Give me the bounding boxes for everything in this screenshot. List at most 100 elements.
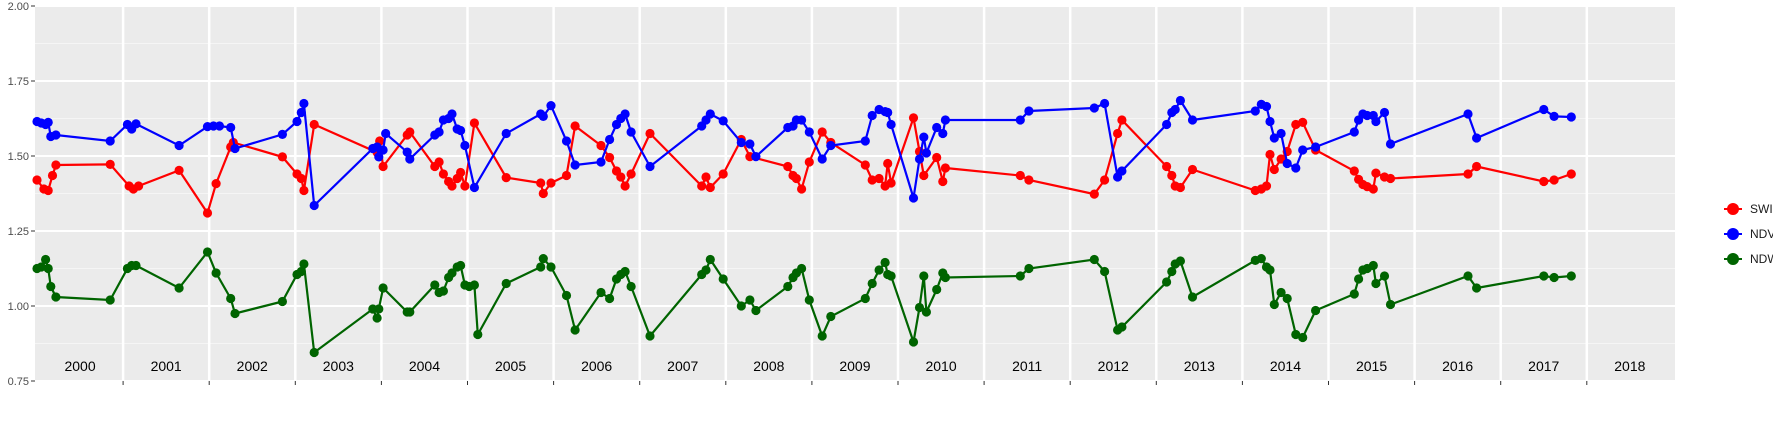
- data-point-swir: [697, 181, 707, 191]
- data-point-swir: [134, 181, 144, 191]
- data-point-ndwi: [1162, 277, 1172, 287]
- data-point-ndvi: [1371, 116, 1381, 127]
- data-point-ndwi: [473, 329, 483, 340]
- legend-item-swir: SWIR: [1722, 196, 1773, 221]
- data-point-swir: [1015, 170, 1025, 181]
- data-point-ndvi: [940, 115, 951, 125]
- data-point-swir: [1162, 161, 1172, 172]
- data-point-ndwi: [596, 287, 606, 298]
- data-point-swir: [1385, 173, 1396, 184]
- data-point-swir: [718, 169, 728, 179]
- data-point-ndwi: [309, 347, 319, 358]
- data-point-ndvi: [226, 122, 236, 133]
- data-point-ndvi: [797, 115, 807, 125]
- data-point-ndwi: [1463, 271, 1473, 281]
- data-point-swir: [405, 127, 415, 137]
- data-point-swir: [434, 157, 444, 167]
- data-point-ndwi: [378, 283, 388, 293]
- data-point-ndwi: [1349, 289, 1359, 299]
- data-point-ndwi: [1187, 292, 1198, 302]
- y-tick-label: 1.25: [8, 226, 29, 238]
- data-point-ndwi: [1354, 274, 1364, 284]
- data-point-ndvi: [626, 127, 636, 137]
- data-point-ndvi: [299, 98, 309, 109]
- data-point-ndwi: [826, 311, 836, 322]
- data-point-ndwi: [940, 272, 951, 283]
- data-point-ndwi: [1385, 299, 1396, 310]
- data-point-ndwi: [783, 281, 793, 292]
- year-label: 2000: [64, 358, 95, 374]
- data-point-swir: [51, 160, 61, 170]
- data-point-ndvi: [561, 136, 572, 146]
- data-point-ndwi: [1566, 271, 1576, 281]
- data-point-ndwi: [626, 281, 636, 292]
- data-point-swir: [1269, 164, 1279, 175]
- legend: SWIR NDVI NDWI: [1722, 196, 1773, 271]
- legend-key-ndwi: [1722, 248, 1744, 270]
- data-point-ndwi: [299, 259, 309, 269]
- data-point-ndvi: [1170, 104, 1180, 115]
- data-point-ndwi: [751, 305, 761, 316]
- data-point-swir: [1167, 170, 1177, 181]
- data-point-ndvi: [1276, 128, 1286, 139]
- data-point-swir: [570, 121, 580, 131]
- data-point-ndwi: [1167, 266, 1177, 277]
- data-point-ndvi: [1298, 145, 1308, 155]
- data-point-ndvi: [1311, 142, 1321, 152]
- data-point-ndvi: [1539, 104, 1549, 115]
- data-point-ndwi: [1117, 322, 1127, 332]
- data-point-swir: [1265, 149, 1275, 160]
- data-point-ndwi: [1379, 271, 1390, 281]
- data-point-ndwi: [804, 295, 814, 305]
- data-point-swir: [705, 182, 715, 193]
- data-point-swir: [938, 176, 948, 187]
- data-point-swir: [1117, 115, 1127, 125]
- data-point-ndwi: [1175, 256, 1185, 266]
- data-point-ndwi: [736, 301, 746, 311]
- data-point-swir: [32, 175, 42, 185]
- data-point-ndwi: [226, 293, 236, 304]
- data-point-ndwi: [718, 274, 728, 284]
- legend-label-ndwi: NDWI: [1750, 251, 1773, 266]
- data-point-ndvi: [277, 129, 287, 139]
- year-label: 2017: [1528, 358, 1559, 374]
- data-point-ndvi: [1385, 139, 1396, 149]
- data-point-ndwi: [447, 268, 457, 278]
- year-label: 2003: [323, 358, 354, 374]
- data-point-swir: [1463, 169, 1473, 179]
- data-point-ndwi: [546, 262, 556, 272]
- data-point-ndwi: [932, 284, 942, 295]
- data-point-ndwi: [797, 263, 807, 274]
- data-point-ndwi: [921, 307, 932, 317]
- data-point-ndwi: [705, 254, 715, 265]
- data-point-swir: [1187, 164, 1198, 175]
- data-point-ndwi: [1472, 283, 1482, 293]
- data-point-ndwi: [105, 295, 115, 305]
- y-tick-label: 1.00: [8, 301, 29, 313]
- data-point-ndvi: [434, 127, 444, 137]
- data-point-ndwi: [405, 307, 415, 317]
- data-point-ndvi: [1349, 127, 1359, 137]
- data-point-ndvi: [826, 140, 836, 151]
- data-point-swir: [105, 159, 115, 169]
- data-point-ndwi: [1371, 278, 1381, 289]
- data-point-ndvi: [1379, 107, 1390, 118]
- data-point-ndwi: [456, 260, 466, 271]
- data-point-ndwi: [43, 263, 53, 274]
- data-point-ndwi: [1024, 263, 1034, 274]
- data-point-ndwi: [1256, 254, 1266, 264]
- data-point-ndvi: [378, 145, 388, 155]
- data-point-swir: [1024, 175, 1034, 185]
- data-point-ndwi: [46, 281, 56, 292]
- data-point-swir: [605, 152, 615, 163]
- data-point-ndvi: [230, 143, 240, 154]
- data-point-swir: [616, 172, 626, 182]
- y-tick-label: 2.00: [8, 1, 29, 13]
- data-point-ndvi: [469, 182, 479, 193]
- data-point-swir: [456, 167, 466, 178]
- data-point-ndwi: [908, 337, 919, 347]
- data-point-ndvi: [374, 152, 384, 162]
- data-point-ndwi: [1539, 271, 1549, 281]
